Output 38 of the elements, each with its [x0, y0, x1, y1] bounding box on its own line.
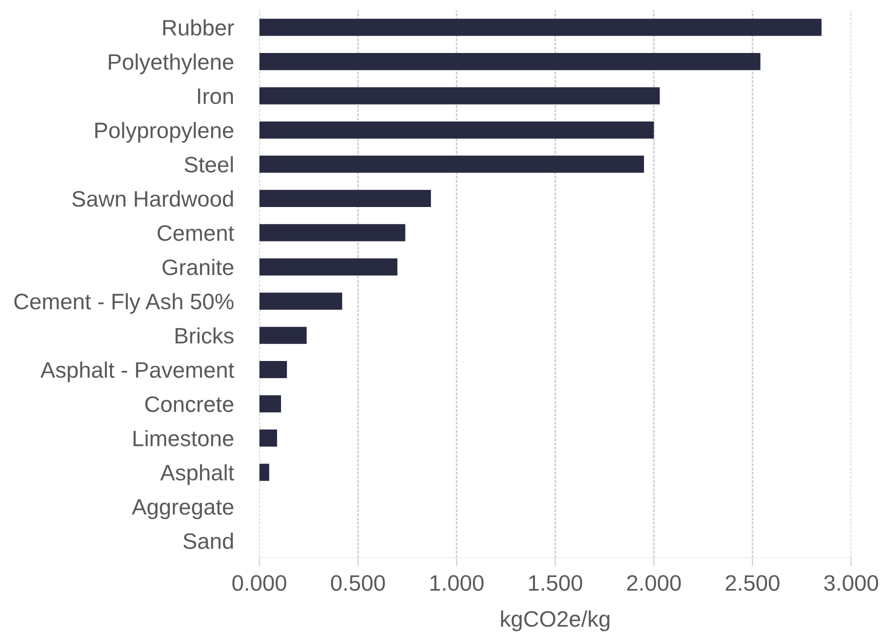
- bar: [259, 224, 406, 242]
- bar: [259, 326, 307, 344]
- bar: [259, 87, 660, 104]
- bar: [259, 361, 287, 378]
- y-tick-label: Sand: [183, 532, 233, 550]
- x-axis-title: kgCO2e/kg: [501, 610, 610, 632]
- y-tick-label: Cement: [158, 225, 234, 241]
- bar: [259, 121, 654, 139]
- bar: [259, 190, 431, 208]
- y-tick-label: Concrete: [145, 396, 234, 412]
- y-tick-label: Asphalt: [160, 464, 234, 485]
- x-tick-label: 2.000: [627, 575, 681, 591]
- y-tick-label: Polypropylene: [95, 122, 234, 143]
- x-tick-label: 2.500: [726, 575, 780, 591]
- x-tick-label: 3.000: [824, 575, 878, 591]
- y-tick-label: Asphalt - Pavement: [40, 362, 234, 382]
- bar: [259, 53, 760, 70]
- y-tick-label: Limestone: [134, 430, 234, 446]
- y-tick-label: Granite: [162, 258, 234, 276]
- x-tick-label: 1.500: [529, 575, 582, 591]
- y-tick-label: Polyethylene: [108, 54, 234, 74]
- y-tick-label: Rubber: [163, 19, 234, 36]
- y-tick-label: Steel: [184, 156, 233, 173]
- bar: [259, 156, 644, 173]
- y-tick-label: Aggregate: [132, 499, 234, 520]
- y-tick-label: Bricks: [176, 327, 234, 344]
- y-tick-label: Sawn Hardwood: [72, 190, 233, 207]
- bar: [259, 430, 278, 447]
- bar: [259, 18, 822, 36]
- bar: [259, 395, 282, 412]
- x-tick-label: 1.000: [430, 575, 484, 591]
- bar: [259, 292, 342, 310]
- bar: [259, 464, 270, 481]
- y-tick-label: Iron: [198, 88, 233, 104]
- bar: [259, 258, 398, 276]
- x-tick-label: 0.000: [232, 575, 286, 591]
- x-tick-label: 0.500: [331, 575, 385, 591]
- y-tick-label: Cement - Fly Ash 50%: [14, 293, 234, 314]
